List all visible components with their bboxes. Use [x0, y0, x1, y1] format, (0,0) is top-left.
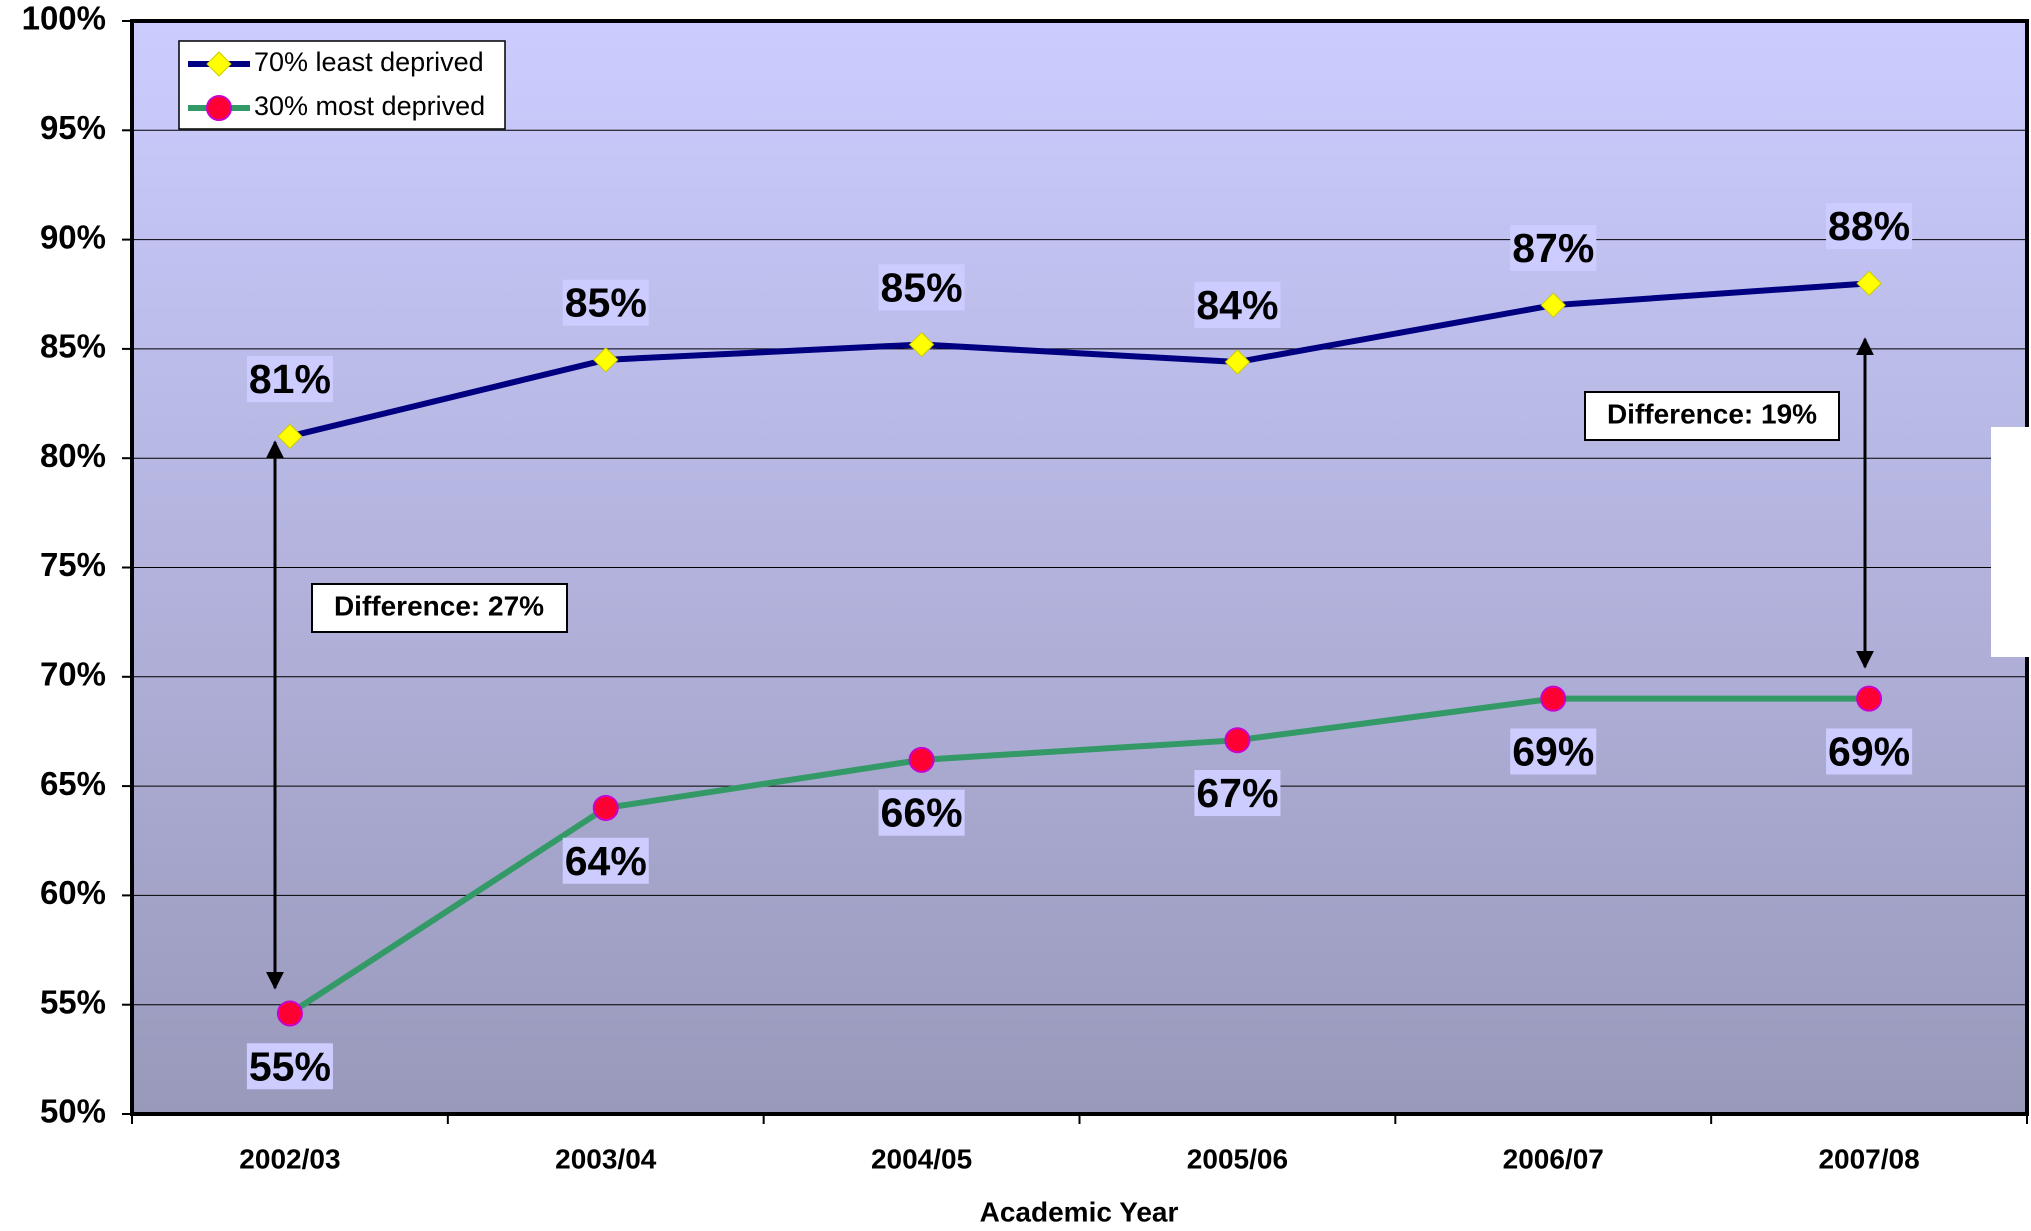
data-label-bg — [562, 279, 649, 326]
annotation-box — [1584, 391, 1840, 441]
marker — [908, 746, 935, 773]
y-tick-label: 55% — [40, 983, 106, 1020]
annotation: Difference: 19% — [1607, 398, 1817, 429]
data-label-bg — [1510, 728, 1597, 775]
y-tick-label: 95% — [40, 109, 106, 146]
y-tick-label: 100% — [22, 0, 106, 37]
data-label-bg — [246, 1043, 333, 1090]
x-tick-label: 2004/05 — [871, 1143, 972, 1174]
marker — [1224, 727, 1251, 754]
data-label-bg — [878, 264, 965, 311]
y-tick-label: 85% — [40, 328, 106, 365]
data-label: 85% — [565, 280, 647, 326]
data-label: 85% — [881, 264, 963, 310]
annotation: Difference: 27% — [334, 590, 544, 621]
data-label-bg — [878, 789, 965, 836]
marker — [206, 95, 232, 121]
legend-label: 30% most deprived — [254, 91, 485, 121]
data-label: 84% — [1196, 282, 1278, 328]
x-tick-label: 2006/07 — [1503, 1143, 1604, 1174]
data-label-bg — [1510, 225, 1597, 272]
data-label: 81% — [249, 356, 331, 402]
y-tick-label: 75% — [40, 546, 106, 583]
data-label: 67% — [1196, 770, 1278, 816]
data-label-bg — [246, 356, 333, 403]
y-tick-label: 50% — [40, 1093, 106, 1130]
y-tick-label: 90% — [40, 218, 106, 255]
data-label-bg — [1194, 770, 1281, 817]
marker — [206, 51, 232, 77]
x-axis-title: Academic Year — [980, 1196, 1179, 1227]
data-label: 69% — [1828, 728, 1910, 774]
data-label: 87% — [1512, 225, 1594, 271]
x-tick-label: 2007/08 — [1818, 1143, 1919, 1174]
marker — [276, 1000, 303, 1027]
data-label-bg — [1826, 728, 1913, 775]
y-tick-label: 60% — [40, 874, 106, 911]
data-label: 88% — [1828, 203, 1910, 249]
data-label: 69% — [1512, 728, 1594, 774]
data-label-bg — [562, 837, 649, 884]
cut-off-box — [1991, 427, 2031, 657]
marker — [1540, 292, 1566, 318]
data-label: 66% — [881, 790, 963, 836]
x-tick-label: 2005/06 — [1187, 1143, 1288, 1174]
marker — [593, 347, 619, 373]
series-line — [288, 695, 1870, 1016]
marker — [1224, 349, 1251, 375]
legend — [178, 40, 506, 130]
series-line — [289, 280, 1870, 440]
y-tick-label: 70% — [40, 656, 106, 693]
marker — [908, 331, 935, 358]
y-tick-label: 80% — [40, 437, 106, 474]
data-label-bg — [1194, 281, 1281, 328]
marker — [277, 423, 303, 450]
marker — [592, 794, 619, 821]
x-tick-label: 2002/03 — [239, 1143, 340, 1174]
legend-label: 70% least deprived — [254, 47, 484, 77]
annotation-box — [311, 583, 568, 633]
marker — [1540, 685, 1567, 712]
x-tick-label: 2003/04 — [555, 1143, 657, 1174]
marker — [1856, 270, 1882, 297]
data-label: 64% — [565, 838, 647, 884]
data-label-bg — [1826, 203, 1913, 250]
data-label: 55% — [249, 1043, 331, 1089]
marker — [1856, 685, 1883, 712]
y-tick-label: 65% — [40, 765, 106, 802]
